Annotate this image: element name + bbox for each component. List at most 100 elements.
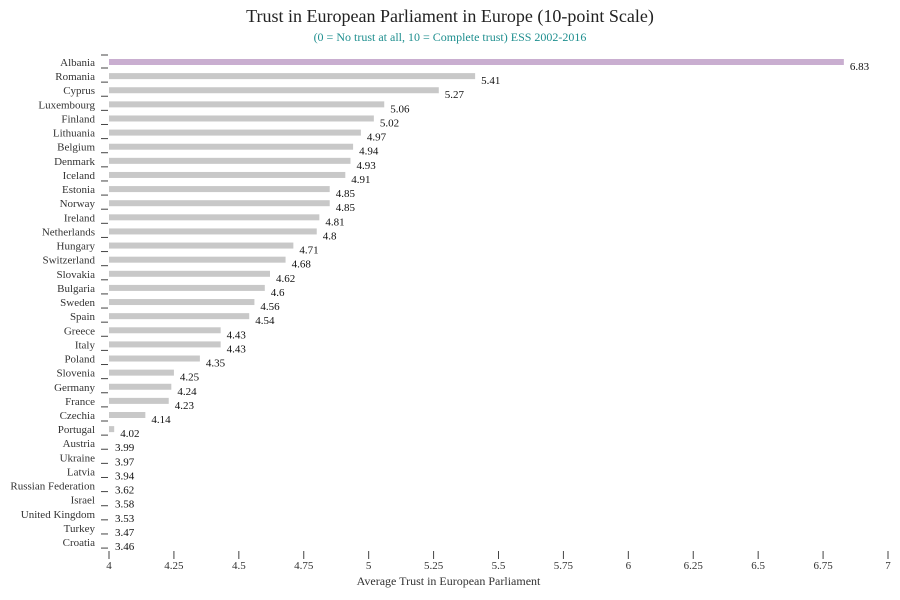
y-tick-label: Netherlands <box>42 226 95 238</box>
bar <box>109 186 330 193</box>
data-label: 3.47 <box>115 527 135 539</box>
x-tick-label: 6.25 <box>684 560 704 572</box>
x-tick-label: 7 <box>885 560 891 572</box>
y-tick-label: Portugal <box>58 424 95 436</box>
bar <box>109 327 221 334</box>
y-tick-label: France <box>65 396 95 408</box>
bar <box>109 143 354 150</box>
bar <box>109 59 844 65</box>
data-label: 4.97 <box>367 132 387 144</box>
data-label: 4.68 <box>292 259 312 271</box>
x-axis-title: Average Trust in European Parliament <box>357 574 541 588</box>
bar <box>109 101 385 108</box>
y-tick-label: Norway <box>60 198 96 210</box>
bar <box>109 284 265 291</box>
data-label: 4.02 <box>120 428 139 440</box>
data-label: 4.43 <box>227 329 247 341</box>
data-label: 5.41 <box>481 75 500 87</box>
bar <box>109 383 172 390</box>
y-tick-label: Ukraine <box>60 452 96 464</box>
y-tick-label: Poland <box>64 354 95 366</box>
bar <box>109 299 255 306</box>
x-tick-label: 6 <box>626 560 632 572</box>
data-label: 4.54 <box>255 315 275 327</box>
y-tick-label: Romania <box>55 71 95 83</box>
bar <box>109 256 286 263</box>
data-label: 4.23 <box>175 400 195 412</box>
chart-subtitle: (0 = No trust at all, 10 = Complete trus… <box>313 30 587 44</box>
y-tick-label: Slovakia <box>57 269 96 281</box>
x-tick-label: 5.75 <box>554 560 574 572</box>
bar <box>109 397 169 404</box>
bar <box>109 270 270 277</box>
data-label: 4.14 <box>151 414 171 426</box>
data-label: 4.43 <box>227 343 247 355</box>
y-tick-label: Denmark <box>54 156 95 168</box>
bar <box>109 171 346 178</box>
bar <box>109 341 221 348</box>
y-tick-label: Austria <box>63 438 96 450</box>
data-label: 3.53 <box>115 513 135 525</box>
data-label: 4.93 <box>356 160 376 172</box>
x-tick-label: 6.5 <box>751 560 765 572</box>
data-label: 4.8 <box>323 230 337 242</box>
data-label: 3.46 <box>115 541 135 553</box>
data-label: 5.27 <box>445 89 465 101</box>
x-tick-label: 6.75 <box>813 560 833 572</box>
y-tick-label: Lithuania <box>53 128 95 140</box>
bar <box>109 73 476 80</box>
y-tick-label: Czechia <box>60 410 96 422</box>
x-tick-label: 5.25 <box>424 560 444 572</box>
bar <box>109 313 250 320</box>
y-tick-label: Germany <box>54 382 95 394</box>
chart-title: Trust in European Parliament in Europe (… <box>246 6 654 26</box>
data-label: 3.94 <box>115 470 135 482</box>
bar <box>109 355 200 362</box>
data-label: 4.56 <box>260 301 280 313</box>
data-label: 4.35 <box>206 358 226 370</box>
y-tick-label: Estonia <box>62 184 95 196</box>
bar <box>109 228 317 235</box>
data-label: 5.06 <box>390 103 410 115</box>
data-label: 3.97 <box>115 456 135 468</box>
bar <box>109 369 174 376</box>
data-label: 3.99 <box>115 442 135 454</box>
y-tick-label: Spain <box>70 311 96 323</box>
data-label: 4.94 <box>359 146 379 158</box>
x-tick-label: 5 <box>366 560 372 572</box>
data-label: 4.6 <box>271 287 285 299</box>
data-label: 4.91 <box>351 174 370 186</box>
bar <box>109 242 294 249</box>
bar <box>109 157 351 164</box>
data-label: 5.02 <box>380 117 399 129</box>
y-tick-label: Switzerland <box>42 255 95 267</box>
y-tick-label: Luxembourg <box>38 99 95 111</box>
y-tick-label: United Kingdom <box>21 509 96 521</box>
y-tick-label: Bulgaria <box>57 283 95 295</box>
y-tick-label: Slovenia <box>57 368 96 380</box>
y-tick-label: Sweden <box>60 297 95 309</box>
data-label: 3.62 <box>115 485 134 497</box>
y-tick-label: Hungary <box>57 241 96 253</box>
data-label: 4.24 <box>177 386 197 398</box>
data-label: 4.62 <box>276 273 295 285</box>
bar <box>109 87 439 94</box>
bar <box>109 129 361 136</box>
y-tick-label: Russian Federation <box>10 481 95 493</box>
data-label: 4.85 <box>336 188 356 200</box>
data-label: 4.25 <box>180 372 200 384</box>
x-tick-label: 4.25 <box>164 560 184 572</box>
x-tick-label: 5.5 <box>492 560 506 572</box>
x-tick-label: 4.75 <box>294 560 314 572</box>
y-tick-label: Latvia <box>67 466 95 478</box>
x-tick-label: 4.5 <box>232 560 246 572</box>
y-tick-label: Israel <box>71 495 95 507</box>
data-label: 4.81 <box>325 216 344 228</box>
bar <box>109 115 374 122</box>
bar <box>109 200 330 207</box>
bar <box>109 214 320 221</box>
bar <box>109 412 146 418</box>
y-tick-label: Croatia <box>63 537 95 549</box>
data-label: 4.71 <box>299 245 318 257</box>
